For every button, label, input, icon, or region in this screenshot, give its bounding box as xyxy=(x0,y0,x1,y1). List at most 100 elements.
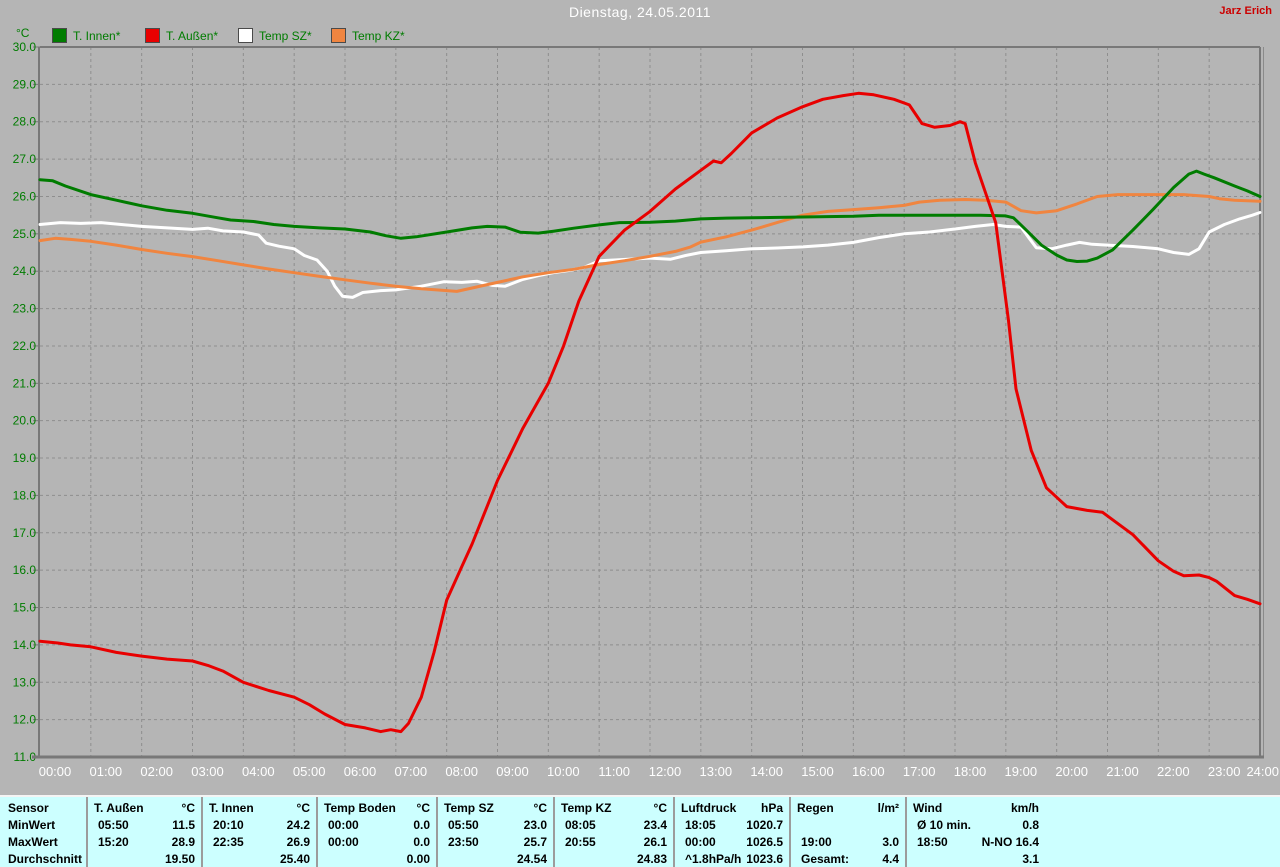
wind-column-content: Wind km/h Ø 10 min. 0.8 18:50 N-NO 16.4 3.1 xyxy=(907,800,1045,867)
y-tick-label: 11.0 xyxy=(14,750,37,764)
sensor-header-label: Sensor xyxy=(8,801,49,815)
stat-unit: °C xyxy=(296,801,310,815)
stats-value-row: 19.50 xyxy=(88,851,201,867)
stat-value: 23.0 xyxy=(523,818,547,832)
stat-time: 20:10 xyxy=(213,818,244,832)
y-tick-label: 21.0 xyxy=(13,376,37,390)
stat-column-name: Temp SZ xyxy=(444,801,494,815)
row-label: MinWert xyxy=(8,818,56,832)
stat-value: N-NO 16.4 xyxy=(981,835,1039,849)
x-tick-label: 02:00 xyxy=(140,764,173,779)
stat-value: 0.8 xyxy=(1022,818,1039,832)
stat-unit: °C xyxy=(416,801,430,815)
y-tick-label: 22.0 xyxy=(13,339,37,353)
y-tick-label: 27.0 xyxy=(13,152,37,166)
stats-value-row: 05:50 11.5 xyxy=(88,817,201,834)
stat-column-name: Regen xyxy=(797,801,834,815)
y-tick-label: 15.0 xyxy=(13,601,37,615)
stats-column-temp-sz: Temp SZ °C 05:50 23.0 23:50 25.7 24.54 xyxy=(438,797,555,867)
x-tick-label: 09:00 xyxy=(496,764,529,779)
stats-value-row: 15:20 28.9 xyxy=(88,834,201,851)
stats-value-row: 08:05 23.4 xyxy=(555,817,673,834)
legend-item-t-innen: T. Innen* xyxy=(52,28,145,43)
stat-value: 0.00 xyxy=(406,852,430,866)
chart-legend: T. Innen* T. Außen* Temp SZ* Temp KZ* xyxy=(52,28,424,43)
stats-table: Sensor MinWert MaxWert Durchschnitt T. Außen… xyxy=(0,795,1280,867)
stats-column-t-au-en: T. Außen °C 05:50 11.5 15:20 28.9 19.50 xyxy=(88,797,203,867)
stats-value-row: 00:00 0.0 xyxy=(318,817,436,834)
legend-label: T. Außen* xyxy=(166,28,219,43)
stats-header-row: Wind km/h xyxy=(907,800,1045,817)
x-tick-label: 05:00 xyxy=(293,764,326,779)
stat-value: 1020.7 xyxy=(746,818,783,832)
stat-time xyxy=(88,851,98,867)
y-tick-label: 12.0 xyxy=(13,713,37,727)
stats-row-label: MinWert xyxy=(0,817,86,834)
stats-value-row: 20:55 26.1 xyxy=(555,834,673,851)
stat-time: Gesamt: xyxy=(801,852,850,866)
y-axis-unit-label: °C xyxy=(16,26,30,40)
stat-column-name: Wind xyxy=(913,801,943,815)
x-tick-label: 22:00 xyxy=(1157,764,1190,779)
stat-time: 18:50 xyxy=(917,835,948,849)
stat-value: 26.9 xyxy=(286,835,310,849)
x-tick-label: 15:00 xyxy=(801,764,834,779)
stat-unit: l/m² xyxy=(877,801,899,815)
series-line-t-au-en xyxy=(38,91,1262,734)
series-line-temp-kz xyxy=(38,193,1262,293)
legend-label: Temp KZ* xyxy=(352,28,405,43)
stats-value-row: ^1.8hPa/h 1023.6 xyxy=(675,851,789,867)
y-tick-label: 18.0 xyxy=(13,488,37,502)
stats-value-row: 0.00 xyxy=(318,851,436,867)
y-tick-label: 29.0 xyxy=(13,77,37,91)
stat-value: 3.1 xyxy=(1022,852,1039,866)
x-tick-label: 16:00 xyxy=(852,764,885,779)
x-tick-label: 00:00 xyxy=(39,764,72,779)
stats-header-row: Temp KZ °C xyxy=(555,800,673,817)
stats-column-sensor: Sensor MinWert MaxWert Durchschnitt xyxy=(0,797,88,867)
stat-time: 15:20 xyxy=(98,835,129,849)
y-tick-label: 24.0 xyxy=(13,264,37,278)
stat-unit: °C xyxy=(533,801,547,815)
stat-time xyxy=(907,851,917,867)
x-tick-label: 10:00 xyxy=(547,764,580,779)
stat-column-name: Temp KZ xyxy=(561,801,612,815)
stats-header-row: Temp Boden °C xyxy=(318,800,436,817)
x-tick-label: 21:00 xyxy=(1106,764,1139,779)
stat-value: 25.7 xyxy=(523,835,547,849)
legend-label: Temp SZ* xyxy=(259,28,312,43)
x-tick-label: 14:00 xyxy=(750,764,783,779)
y-tick-label: 14.0 xyxy=(13,638,37,652)
legend-item-temp-sz: Temp SZ* xyxy=(238,28,331,43)
stats-header-row: T. Innen °C xyxy=(203,800,316,817)
stat-time: 19:00 xyxy=(801,835,832,849)
stats-column-wind: Wind km/h Ø 10 min. 0.8 18:50 N-NO 16.4 3.1 xyxy=(907,797,1280,867)
stats-value-row: 20:10 24.2 xyxy=(203,817,316,834)
stat-time: Ø 10 min. xyxy=(917,818,972,832)
stats-value-row: 25.40 xyxy=(203,851,316,867)
x-tick-label: 13:00 xyxy=(700,764,733,779)
stats-row-label: MaxWert xyxy=(0,834,86,851)
stat-column-name: T. Innen xyxy=(209,801,254,815)
stats-value-row: 24.54 xyxy=(438,851,553,867)
stat-time: 18:05 xyxy=(685,818,716,832)
stat-unit: hPa xyxy=(760,801,783,815)
stat-value: 24.2 xyxy=(286,818,310,832)
stat-time: 08:05 xyxy=(565,818,596,832)
series-line-temp-sz xyxy=(38,211,1262,299)
stat-time xyxy=(203,851,213,867)
row-label: MaxWert xyxy=(8,835,58,849)
stats-value-row: 18:05 1020.7 xyxy=(675,817,789,834)
temperature-chart: 30.0 29.0 28.0 27.0 26.0 25.0 24.0 23.0 22.0 21.0… xyxy=(13,40,1279,779)
x-tick-label: 08:00 xyxy=(445,764,478,779)
stats-header-row: Luftdruck hPa xyxy=(675,800,789,817)
x-tick-label: 20:00 xyxy=(1055,764,1088,779)
stat-time xyxy=(318,851,328,867)
x-tick-label: 01:00 xyxy=(90,764,123,779)
page-title: Dienstag, 24.05.2011 xyxy=(568,4,712,20)
stats-column-temp-boden: Temp Boden °C 00:00 0.0 00:00 0.0 0.00 xyxy=(318,797,438,867)
y-tick-label: 16.0 xyxy=(13,563,37,577)
stats-value-row: 23:50 25.7 xyxy=(438,834,553,851)
stat-time xyxy=(555,851,565,867)
